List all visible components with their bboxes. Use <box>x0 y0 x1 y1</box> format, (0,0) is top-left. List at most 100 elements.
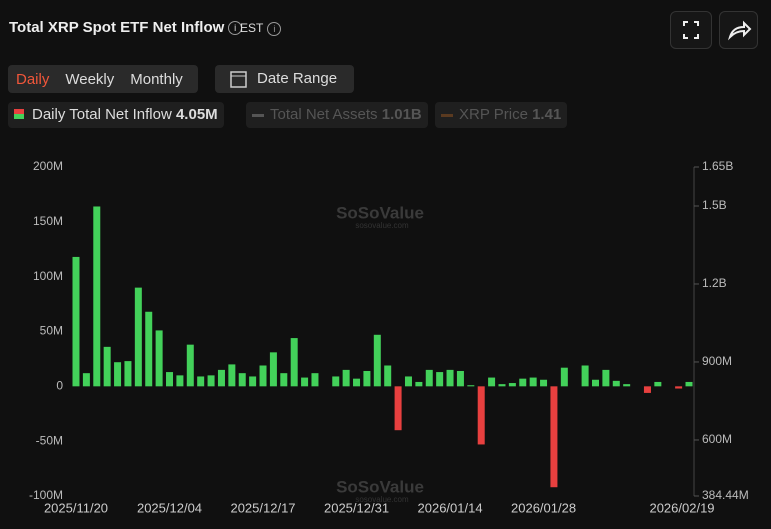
bar <box>519 378 527 387</box>
watermark: SoSoValue <box>336 477 424 496</box>
share-button[interactable] <box>719 11 758 49</box>
date-range-text: Date Range <box>257 70 338 87</box>
legend-chip[interactable]: XRP Price 1.41 <box>435 102 568 128</box>
info-icon[interactable]: i <box>267 21 282 36</box>
bar <box>456 370 464 387</box>
bar <box>373 334 381 387</box>
bar <box>134 287 142 387</box>
bar <box>269 352 277 387</box>
bar <box>415 381 423 387</box>
watermark: SoSoValue <box>336 203 424 222</box>
x-tick-label: 2026/02/19 <box>649 500 714 515</box>
bar <box>311 373 319 387</box>
timezone: EST i <box>240 21 282 36</box>
bar <box>186 344 194 387</box>
y2-tick-label: 900M <box>702 354 732 368</box>
calendar-icon <box>230 71 247 88</box>
legend-chip[interactable]: Total Net Assets 1.01B <box>246 102 428 128</box>
y-tick-label: 200M <box>33 159 63 173</box>
bar <box>197 376 205 387</box>
bar <box>685 381 693 387</box>
bar <box>498 384 506 387</box>
bar <box>467 385 475 387</box>
info-icon[interactable]: i <box>228 21 243 36</box>
bar <box>592 379 599 387</box>
bar <box>82 373 90 387</box>
bar <box>446 369 454 387</box>
date-range-button[interactable]: Date Range <box>215 65 354 93</box>
y-tick-label: -100M <box>29 488 63 502</box>
bar <box>249 376 257 387</box>
bar <box>176 375 184 387</box>
legend-name: XRP Price <box>459 106 528 123</box>
bar <box>124 361 132 387</box>
bar <box>623 384 631 387</box>
legend-swatch <box>441 113 453 117</box>
legend-name: Total Net Assets <box>270 106 378 123</box>
y-tick-label: 150M <box>33 214 63 228</box>
bar <box>217 369 225 387</box>
fullscreen-icon <box>683 21 699 39</box>
bar <box>93 206 101 387</box>
bar <box>425 369 433 387</box>
bar <box>114 362 122 387</box>
bar <box>238 373 246 387</box>
y2-tick-label: 1.65B <box>702 159 733 173</box>
bar <box>581 365 589 387</box>
bar <box>290 338 298 387</box>
watermark: sosovalue.com <box>355 495 409 504</box>
bar <box>301 377 309 387</box>
bar <box>394 386 402 431</box>
y2-tick-label: 600M <box>702 432 732 446</box>
bar <box>602 369 610 387</box>
legend-value: 1.41 <box>532 106 562 123</box>
bar <box>342 369 350 387</box>
bar <box>529 377 537 387</box>
y2-tick-label: 1.2B <box>702 276 727 290</box>
bar <box>259 365 267 387</box>
tab[interactable]: Daily <box>16 70 50 88</box>
y-tick-label: -50M <box>36 433 63 447</box>
legend-chip[interactable]: Daily Total Net Inflow 4.05M <box>8 102 224 128</box>
share-icon <box>727 20 752 41</box>
y-tick-label: 0 <box>56 379 63 393</box>
bar <box>560 367 568 387</box>
bar <box>477 386 485 445</box>
bar <box>228 364 236 387</box>
y-tick-label: 100M <box>33 269 63 283</box>
legend-swatch <box>14 109 24 119</box>
bar <box>103 346 111 387</box>
fullscreen-button[interactable] <box>670 11 712 49</box>
bar <box>404 376 412 387</box>
bar <box>612 380 620 387</box>
bar <box>332 376 340 387</box>
title-text: Total XRP Spot ETF Net Inflow <box>9 19 225 36</box>
legend-swatch <box>252 113 264 117</box>
bar <box>643 386 651 393</box>
x-tick-label: 2026/01/14 <box>418 500 483 515</box>
tab[interactable]: Monthly <box>130 70 183 88</box>
bar <box>436 372 444 387</box>
x-tick-label: 2025/12/31 <box>324 500 389 515</box>
bar <box>155 330 163 387</box>
bar <box>508 383 516 387</box>
bar <box>363 370 371 387</box>
y2-tick-label: 384.44M <box>702 488 749 502</box>
tab[interactable]: Weekly <box>65 70 115 88</box>
bar <box>488 377 496 387</box>
bar <box>540 379 548 387</box>
x-tick-label: 2025/12/17 <box>230 500 295 515</box>
bar <box>145 311 153 387</box>
x-tick-label: 2025/12/04 <box>137 500 202 515</box>
legend-name: Daily Total Net Inflow <box>32 106 172 123</box>
title: Total XRP Spot ETF Net Inflow i <box>9 19 243 36</box>
bar <box>384 365 392 387</box>
timezone-text: EST <box>240 21 264 35</box>
bar <box>675 386 683 389</box>
bar <box>166 372 174 387</box>
bar <box>72 256 80 387</box>
legend-value: 1.01B <box>381 106 422 123</box>
bar <box>550 386 558 488</box>
tab-group: Daily Weekly Monthly <box>8 65 198 93</box>
